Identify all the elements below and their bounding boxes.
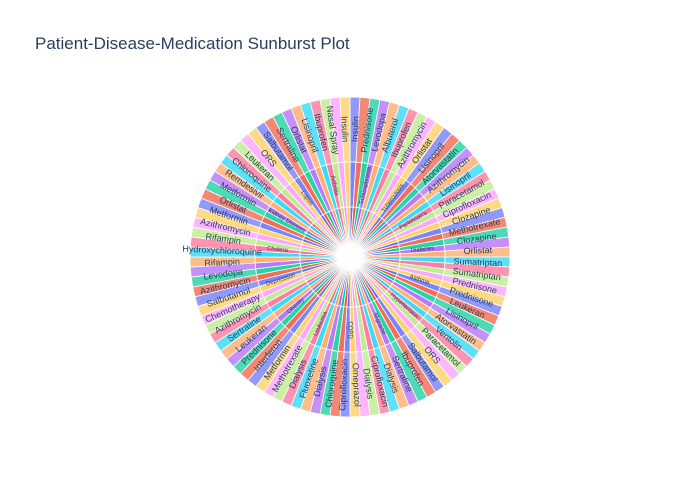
medication-label: Hydroxychloroquine xyxy=(182,244,262,258)
patient-ring xyxy=(299,206,401,308)
medication-label: Orlistat xyxy=(463,245,492,256)
medication-label: Rifampin xyxy=(205,231,242,246)
medication-label: Sumatriptan xyxy=(453,256,502,268)
medication-label: Rifampin xyxy=(204,256,240,268)
medication-label: Ciprofloxacin xyxy=(337,359,349,411)
disease-label: Arthritis xyxy=(329,175,339,196)
medication-labels: InsulinPrednisoneLevodopaAlbuterolIbupro… xyxy=(182,105,502,411)
medication-label: Insulin xyxy=(350,116,361,142)
patient-segment[interactable] xyxy=(346,206,351,250)
disease-label: Cholera xyxy=(267,246,289,254)
disease-label: Diabetes xyxy=(411,246,435,254)
chart-title: Patient-Disease-Medication Sunburst Plot xyxy=(35,34,350,53)
medication-label: Insulin xyxy=(339,116,350,142)
disease-label: COPD xyxy=(346,321,352,339)
medication-label: Omeprazol xyxy=(351,363,363,407)
medication-label: Dialysis xyxy=(361,368,375,401)
